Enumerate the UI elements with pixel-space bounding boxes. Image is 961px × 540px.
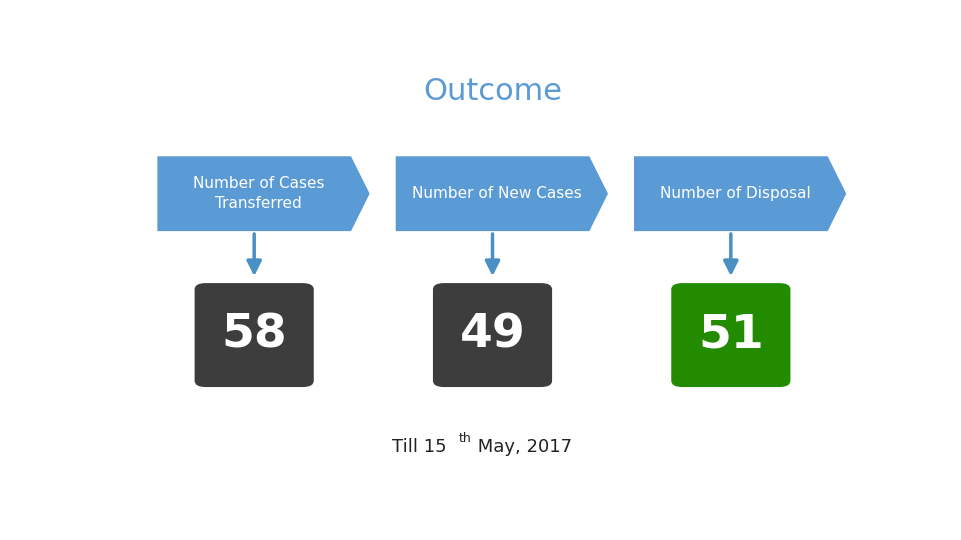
Polygon shape <box>158 156 370 231</box>
Text: 58: 58 <box>221 313 287 357</box>
FancyBboxPatch shape <box>671 283 790 387</box>
Text: May, 2017: May, 2017 <box>473 438 573 456</box>
Text: Till 15: Till 15 <box>392 438 447 456</box>
Polygon shape <box>634 156 847 231</box>
Text: 49: 49 <box>459 313 526 357</box>
Polygon shape <box>396 156 608 231</box>
FancyBboxPatch shape <box>432 283 552 387</box>
Text: Number of New Cases: Number of New Cases <box>412 186 582 201</box>
Text: th: th <box>459 431 472 444</box>
Text: Number of Disposal: Number of Disposal <box>660 186 811 201</box>
Text: 51: 51 <box>698 313 764 357</box>
Text: Number of Cases
Transferred: Number of Cases Transferred <box>193 176 325 211</box>
Text: Outcome: Outcome <box>423 77 562 106</box>
FancyBboxPatch shape <box>194 283 313 387</box>
